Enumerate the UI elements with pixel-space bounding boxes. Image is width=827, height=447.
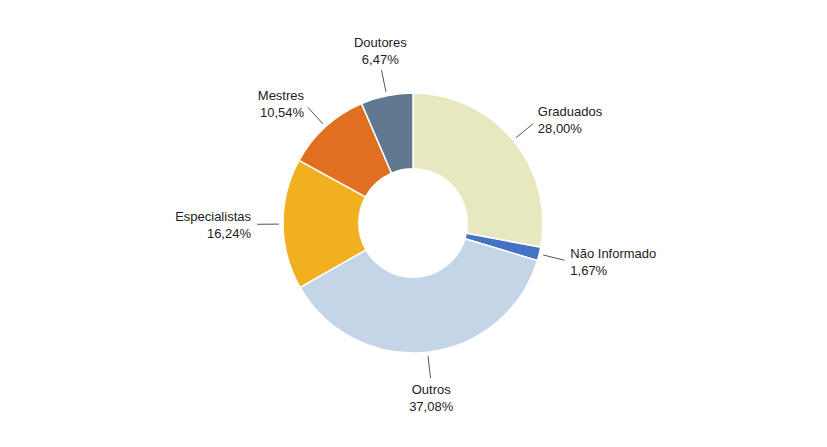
chart: Graduados 28,00% Não Informado 1,67% Outros 3…	[0, 0, 827, 447]
slice-label: Outros	[412, 382, 452, 397]
slice-value-label: 28,00%	[538, 121, 583, 136]
slice-value-label: 37,08%	[409, 399, 454, 414]
leader-line	[382, 70, 386, 92]
slice-value-label: 10,54%	[260, 105, 305, 120]
slice-value-label: 6,47%	[362, 52, 399, 67]
leader-line	[516, 124, 533, 138]
leader-line	[543, 255, 564, 260]
slice-label: Mestres	[258, 88, 305, 103]
donut-slice	[362, 93, 413, 173]
donut-slice	[413, 93, 543, 247]
slices	[283, 93, 543, 353]
slice-value-label: 1,67%	[570, 263, 607, 278]
leader-line	[428, 356, 430, 378]
slice-label: Graduados	[538, 104, 603, 119]
leader-line	[308, 108, 323, 124]
slice-label: Especialistas	[175, 209, 251, 224]
slice-label: Não Informado	[570, 246, 656, 261]
leader-line	[257, 224, 279, 225]
slice-label: Doutores	[354, 35, 407, 50]
labels: Graduados 28,00% Não Informado 1,67% Outros 3…	[175, 35, 656, 415]
slice-value-label: 16,24%	[207, 226, 252, 241]
